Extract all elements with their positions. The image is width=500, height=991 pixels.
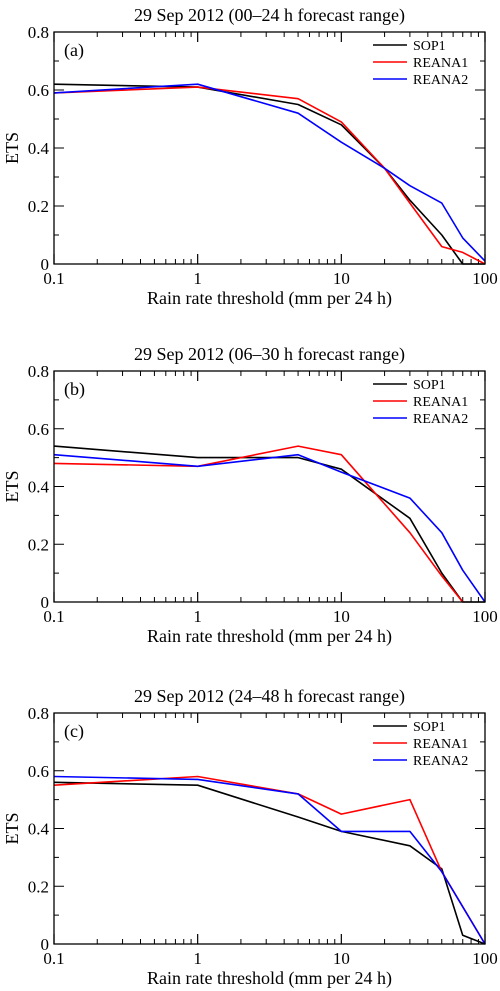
series-line-reana1 bbox=[53, 775, 486, 945]
y-tick-label: 0.8 bbox=[28, 23, 49, 42]
x-tick-label: 0.1 bbox=[43, 269, 64, 288]
x-tick-label: 0.1 bbox=[43, 949, 64, 968]
legend-entry-sop1: SOP1 bbox=[413, 720, 446, 735]
series-line-reana1 bbox=[53, 445, 464, 603]
y-tick-label: 0 bbox=[41, 593, 50, 612]
x-tick-label: 1 bbox=[193, 607, 202, 626]
y-tick-label: 0 bbox=[41, 255, 50, 274]
x-tick-label: 10 bbox=[333, 607, 350, 626]
legend-entry-reana1: REANA1 bbox=[413, 395, 468, 410]
legend-entry-reana1: REANA1 bbox=[413, 737, 468, 752]
x-axis-label: Rain rate threshold (mm per 24 h) bbox=[147, 288, 392, 309]
plot-frame bbox=[53, 31, 486, 265]
chart-panel-2: 29 Sep 2012 (06–30 h forecast range) 0.1 1… bbox=[2, 344, 498, 647]
y-tick-label: 0.6 bbox=[28, 762, 49, 781]
panel-label: (c) bbox=[64, 721, 84, 742]
y-tick-label: 0.2 bbox=[28, 535, 49, 554]
legend-entry-reana2: REANA2 bbox=[413, 754, 468, 769]
chart-panel-3: 29 Sep 2012 (24–48 h forecast range) 0.1 1… bbox=[2, 686, 498, 989]
chart-title: 29 Sep 2012 (06–30 h forecast range) bbox=[134, 344, 405, 365]
x-axis-label: Rain rate threshold (mm per 24 h) bbox=[147, 626, 392, 647]
x-tick-label: 0.1 bbox=[43, 607, 64, 626]
y-axis-label: ETS bbox=[2, 132, 22, 164]
series-line-reana2 bbox=[53, 453, 486, 603]
y-tick-label: 0.2 bbox=[28, 877, 49, 896]
series-line-sop1 bbox=[53, 445, 485, 603]
chart-title: 29 Sep 2012 (24–48 h forecast range) bbox=[134, 686, 405, 707]
legend-entry-sop1: SOP1 bbox=[413, 39, 446, 54]
y-axis-label: ETS bbox=[2, 812, 22, 844]
y-tick-label: 0.4 bbox=[28, 478, 50, 497]
plot-frame bbox=[53, 712, 486, 945]
x-tick-label: 100 bbox=[472, 607, 498, 626]
legend-entry-reana2: REANA2 bbox=[413, 73, 468, 88]
y-axis-label: ETS bbox=[2, 470, 22, 502]
series-line-sop1 bbox=[53, 83, 485, 265]
y-tick-label: 0.2 bbox=[28, 197, 49, 216]
y-tick-label: 0.4 bbox=[28, 820, 50, 839]
x-axis-label: Rain rate threshold (mm per 24 h) bbox=[147, 968, 392, 989]
series-line-reana1 bbox=[53, 86, 486, 265]
y-tick-label: 0.6 bbox=[28, 81, 49, 100]
y-tick-label: 0.4 bbox=[28, 139, 50, 158]
x-tick-label: 1 bbox=[193, 269, 202, 288]
x-tick-label: 100 bbox=[472, 949, 498, 968]
y-tick-label: 0 bbox=[41, 935, 50, 954]
legend-entry-sop1: SOP1 bbox=[413, 378, 446, 393]
x-tick-label: 1 bbox=[193, 949, 202, 968]
series-line-reana2 bbox=[53, 83, 486, 262]
series-line-reana2 bbox=[53, 775, 486, 945]
x-tick-label: 10 bbox=[333, 949, 350, 968]
panel-label: (b) bbox=[64, 379, 85, 400]
legend-entry-reana2: REANA2 bbox=[413, 412, 468, 427]
chart-title: 29 Sep 2012 (00–24 h forecast range) bbox=[134, 5, 405, 26]
chart-panel-1: 29 Sep 2012 (00–24 h forecast range) 0.1 1… bbox=[2, 5, 498, 309]
panel-label: (a) bbox=[64, 40, 84, 61]
x-tick-label: 100 bbox=[472, 269, 498, 288]
y-tick-label: 0.8 bbox=[28, 704, 49, 723]
plot-frame bbox=[53, 370, 486, 603]
y-tick-label: 0.6 bbox=[28, 420, 49, 439]
y-tick-label: 0.8 bbox=[28, 362, 49, 381]
series-line-sop1 bbox=[53, 781, 486, 945]
x-tick-label: 10 bbox=[333, 269, 350, 288]
legend-entry-reana1: REANA1 bbox=[413, 56, 468, 71]
